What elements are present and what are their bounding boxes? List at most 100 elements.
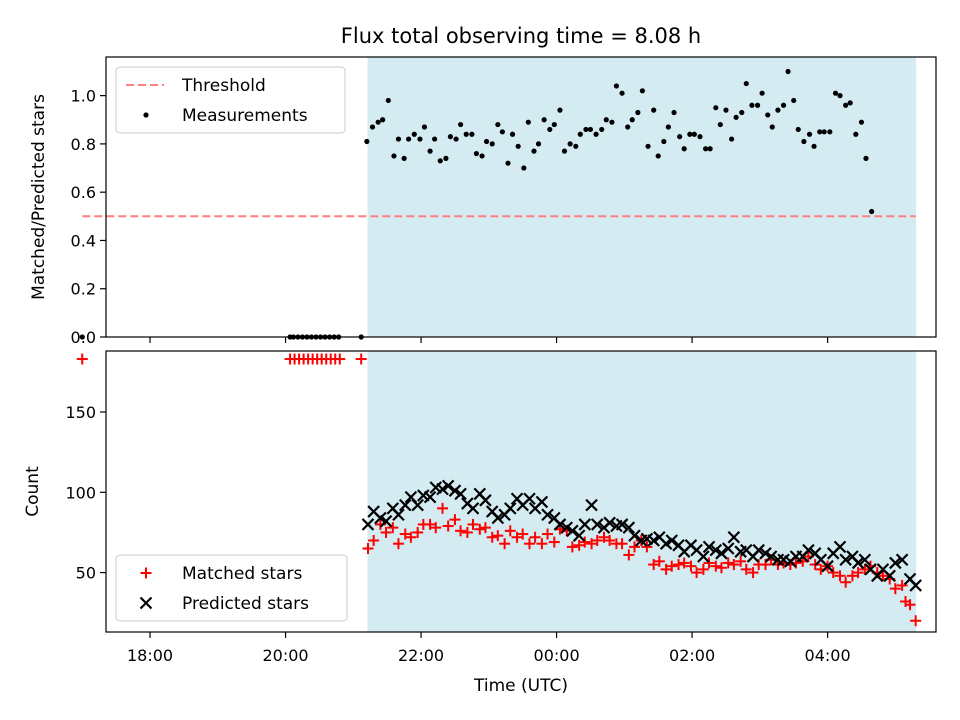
matched-point-100 [896,579,908,591]
matched-point-60 [648,559,660,571]
predicted-point-7-b [404,490,418,504]
predicted-point-5 [392,508,405,522]
bottom-xtick-label-2: 22:00 [398,646,444,665]
predicted-point-74 [821,559,834,573]
matched-point-36 [499,538,511,550]
predicted-point-80-b [858,553,872,567]
predicted-point-29-b [541,508,554,522]
predicted-point-6 [398,498,412,512]
matched-point-14 [362,543,374,555]
measurement-point-64 [625,124,631,130]
predicted-point-10-b [423,490,437,504]
measurement-point-61 [609,119,615,125]
measurement-point-37 [483,138,490,145]
measurement-point-65 [629,117,635,123]
bottom-panel: 50 100 150 18:00 20:00 22:00 00:00 02:00 04:00 C… [23,350,937,696]
measurement-point-43 [515,143,521,149]
predicted-point-28 [535,495,549,509]
measurement-point-16 [375,119,381,125]
predicted-point-19 [479,494,492,507]
matched-point-90 [834,570,846,582]
predicted-point-81-b [864,563,877,576]
predicted-point-41-b [615,518,629,531]
predicted-point-42 [622,521,636,534]
measurement-point-101 [817,129,823,135]
bottom-legend: Matched stars Predicted stars [115,554,348,622]
matched-point-74 [735,555,747,567]
predicted-point-8-b [411,498,424,512]
matched-point-64 [673,559,685,571]
predicted-point-21-b [491,511,505,525]
predicted-point-28-b [535,495,549,509]
predicted-point-50-b [672,539,685,552]
measurement-point-28 [437,158,443,164]
matched-point-0 [76,353,88,365]
predicted-point-65-b [764,550,778,563]
matched-point-18 [387,522,399,534]
measurement-point-110 [863,155,869,161]
predicted-point-0-b [361,518,375,531]
measurement-point-105 [837,93,843,99]
predicted-point-5-b [392,508,405,522]
predicted-point-84 [883,569,896,583]
predicted-point-67-b [777,553,790,567]
predicted-point-76-b [833,540,847,554]
measurement-point-42 [509,131,516,137]
measurement-point-26 [427,148,433,154]
top-ytick-label-1: 0.2 [71,280,96,299]
measurement-point-31 [453,136,459,142]
top-ytick-label-5: 1.0 [71,87,96,106]
bottom-xtick-label-1: 20:00 [262,646,308,665]
top-ytick-label-2: 0.4 [71,231,96,250]
matched-point-33 [479,522,491,534]
matched-point-68 [697,563,709,575]
predicted-point-78-b [846,550,859,563]
measurement-point-22 [406,136,412,142]
measurement-point-78 [697,134,703,140]
predicted-point-30-b [548,511,561,525]
measurement-point-67 [639,88,645,94]
matched-point-32 [474,523,486,535]
measurement-point-27 [432,136,438,142]
predicted-point-24-b [510,492,524,506]
measurement-point-91 [765,112,771,118]
measurement-point-39 [495,121,501,128]
matched-point-69 [703,557,715,569]
matched-point-25 [430,522,442,534]
predicted-point-57 [715,547,728,560]
predicted-point-29 [541,508,554,522]
matched-point-102 [904,599,916,611]
predicted-point-10 [423,490,437,504]
matched-point-56 [623,549,635,561]
measurement-point-95 [785,68,791,75]
matched-point-34 [486,531,498,543]
predicted-point-85 [889,556,902,570]
measurement-point-52 [561,148,568,154]
measurement-point-32 [457,121,464,128]
matched-point-50 [586,538,598,550]
matched-point-57 [628,541,640,553]
predicted-point-47-b [653,530,666,544]
measurement-point-76 [687,131,693,137]
matched-point-42 [536,538,548,550]
measurement-point-102 [821,129,827,135]
predicted-point-36-b [585,498,598,512]
bottom-observing-interval-shade [367,350,917,633]
measurement-point-44 [521,165,527,171]
x-axis-label: Time (UTC) [473,676,568,696]
predicted-point-85-b [889,556,902,570]
matched-point-29 [455,525,467,537]
bottom-y-axis-label: Count [23,466,43,517]
matched-point-49 [579,536,591,548]
predicted-point-76 [833,540,847,554]
matched-point-26 [437,502,449,514]
measurement-point-29 [443,155,449,161]
predicted-point-87-b [903,572,917,586]
top-legend-box [115,66,346,134]
predicted-point-71-b [802,543,815,557]
matched-point-76 [747,567,759,579]
measurement-point-68 [645,143,651,149]
predicted-point-33 [566,524,579,538]
matched-point-47 [566,541,578,553]
matched-point-19 [392,538,404,550]
